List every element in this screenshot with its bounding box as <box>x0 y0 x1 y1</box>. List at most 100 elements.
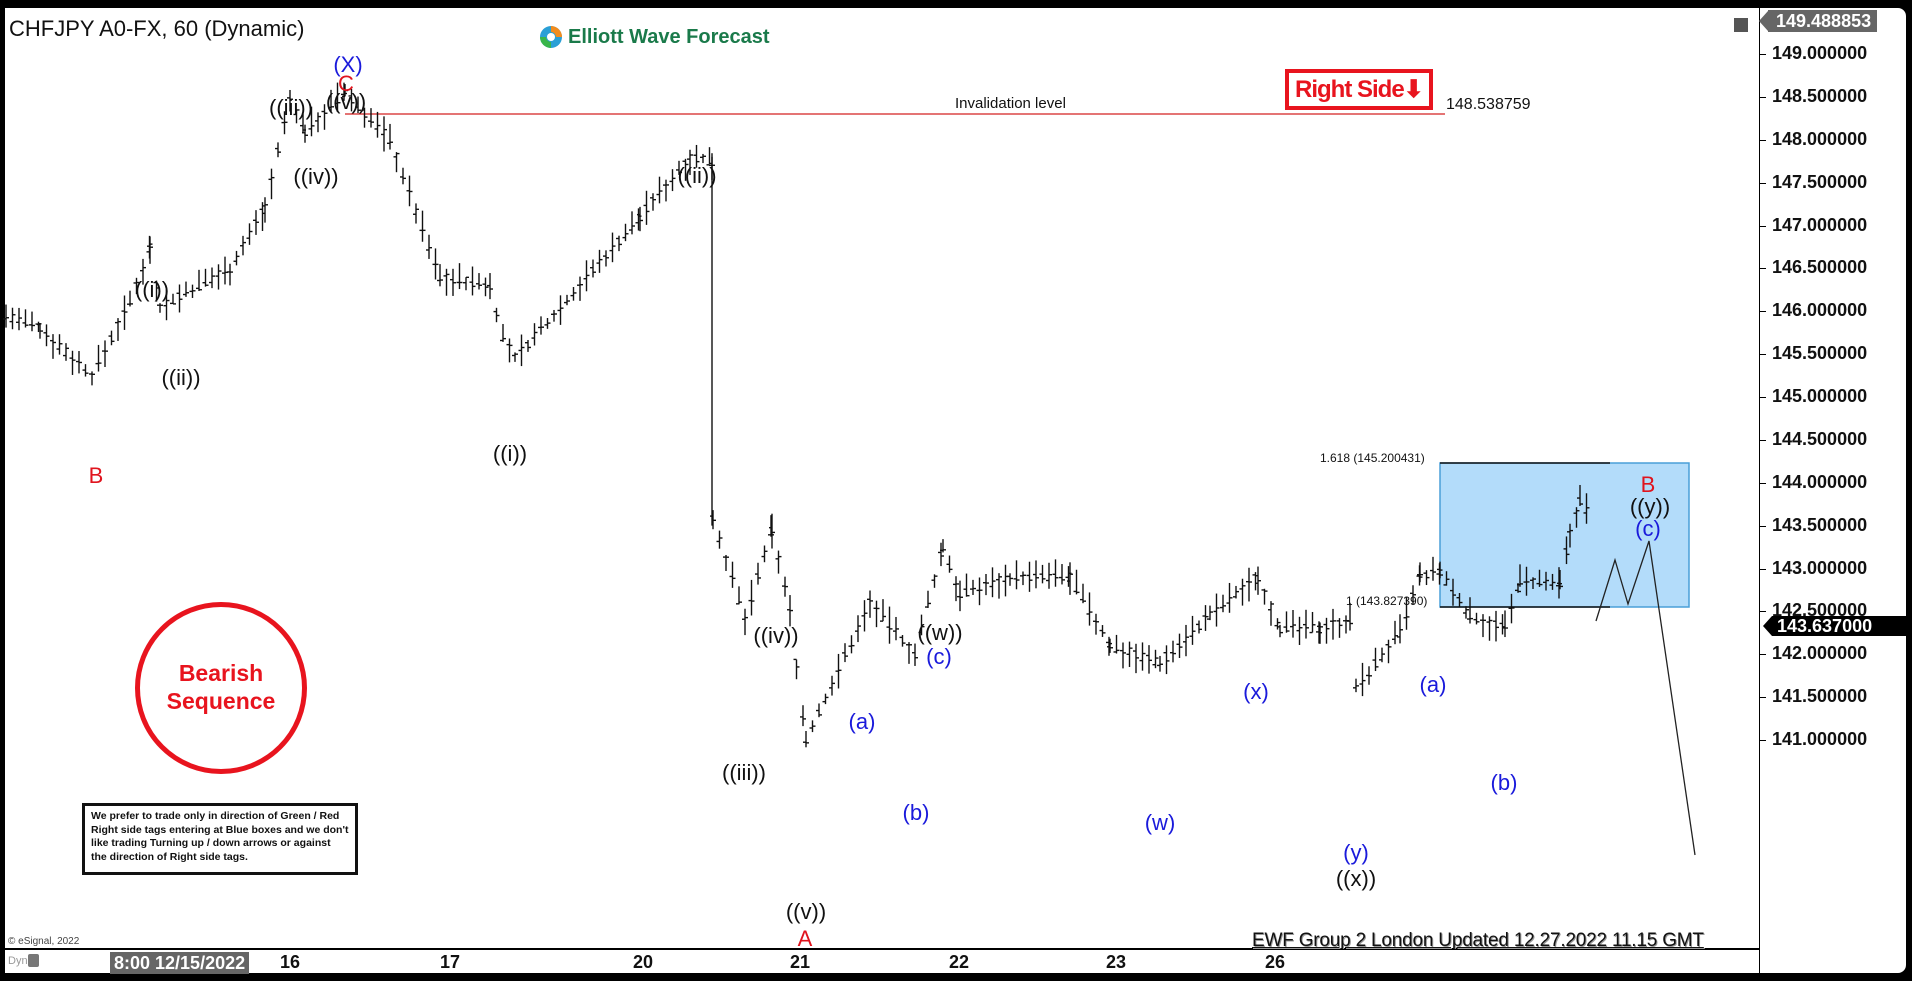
wave-label-B-left: B <box>88 463 104 488</box>
price-tick-mark <box>1760 354 1766 356</box>
price-tick-label: 146.000000 <box>1772 300 1868 321</box>
current-price-label: 143.637000 <box>1772 616 1906 636</box>
fib-1618-label: 1.618 (145.200431) <box>1320 451 1425 465</box>
price-tick-label: 147.500000 <box>1772 171 1868 192</box>
price-tick-mark <box>1760 139 1766 141</box>
wave-label-b: (b) <box>902 800 930 825</box>
time-label-21: 21 <box>789 952 811 972</box>
price-tick-label: 147.000000 <box>1772 214 1868 235</box>
restore-window-icon[interactable] <box>1734 18 1748 32</box>
right-side-tag: Right Side⬇ <box>1285 69 1433 110</box>
wave-label-iii-2: ((iii)) <box>722 760 766 785</box>
ewf-logo-icon <box>540 26 562 48</box>
price-tick-label: 141.000000 <box>1772 729 1868 749</box>
time-label-23: 23 <box>1105 952 1127 972</box>
wave-label-ii: ((ii)) <box>161 365 201 390</box>
wave-label-b-2: (b) <box>1490 770 1518 795</box>
time-start-label: 8:00 12/15/2022 <box>110 952 250 974</box>
wave-label-C: C <box>338 71 354 96</box>
price-tick-mark <box>1760 268 1766 270</box>
price-tick-mark <box>1760 439 1766 441</box>
wave-label-x-small: (x) <box>1243 679 1269 704</box>
down-arrow-icon: ⬇ <box>1403 76 1424 103</box>
wave-label-v: ((v)) <box>325 89 367 114</box>
wave-label-i: ((i)) <box>134 277 170 302</box>
time-label-17: 17 <box>439 952 461 972</box>
wave-label-c-2: (c) <box>1635 516 1661 541</box>
price-tick-label: 141.500000 <box>1772 686 1868 707</box>
time-label-26: 26 <box>1264 952 1286 972</box>
price-tick-label: 145.500000 <box>1772 343 1868 364</box>
price-tick-mark <box>1760 740 1766 741</box>
wave-label-w: ((w)) <box>917 620 963 645</box>
current-price-arrow <box>1763 616 1772 636</box>
price-tick-label: 148.000000 <box>1772 128 1868 149</box>
price-tick-label: 148.500000 <box>1772 85 1868 106</box>
brand-logo: Elliott Wave Forecast <box>538 24 770 50</box>
right-side-label: Right Side <box>1295 76 1405 103</box>
price-tick-label: 142.000000 <box>1772 643 1868 664</box>
bearish-line2: Sequence <box>166 688 276 714</box>
wave-label-a-2: (a) <box>1419 672 1447 697</box>
wave-label-iv-2: ((iv)) <box>753 623 799 648</box>
price-tick-mark <box>1760 697 1766 699</box>
price-tick-label: 144.000000 <box>1772 471 1868 492</box>
price-tick-mark <box>1760 611 1766 613</box>
wave-label-ii-2: ((ii)) <box>677 163 717 188</box>
blue-box <box>1439 462 1690 608</box>
price-tick-label: 144.500000 <box>1772 428 1868 449</box>
wave-label-X: (X) <box>333 52 363 77</box>
copyright: © eSignal, 2022 <box>8 936 80 947</box>
wave-label-B-right: B <box>1640 472 1656 497</box>
price-tick-label: 149.000000 <box>1772 43 1868 63</box>
price-tick-mark <box>1760 182 1766 184</box>
time-axis[interactable] <box>5 949 1759 973</box>
price-tick-label: 145.000000 <box>1772 386 1868 406</box>
price-tick-mark <box>1760 397 1766 398</box>
top-price-label: 149.488853 <box>1768 10 1878 32</box>
brand-name: Elliott Wave Forecast <box>568 25 770 48</box>
price-tick-mark <box>1760 311 1766 313</box>
wave-label-y-small: (y) <box>1343 840 1369 865</box>
wave-label-iii: ((iii)) <box>269 95 313 120</box>
projection-path <box>1595 540 1696 856</box>
price-tick-mark <box>1760 654 1766 656</box>
wave-label-iv: ((iv)) <box>293 164 339 189</box>
price-axis-line <box>1759 8 1760 948</box>
price-tick-label: 146.500000 <box>1772 257 1868 278</box>
invalidation-label: Invalidation level <box>955 95 1066 112</box>
lock-icon[interactable] <box>28 954 39 967</box>
chart-title: CHFJPY A0-FX, 60 (Dynamic) <box>9 16 305 41</box>
wave-label-x-double: ((x)) <box>1335 866 1377 891</box>
price-tick-label: 143.500000 <box>1772 514 1868 535</box>
price-tick-mark <box>1760 225 1766 227</box>
price-tick-mark <box>1760 525 1766 527</box>
trading-note: We prefer to trade only in direction of … <box>82 803 358 875</box>
wave-label-a: (a) <box>848 709 876 734</box>
wave-label-w-small: (w) <box>1144 810 1176 835</box>
dyn-label: Dyn <box>8 955 28 967</box>
bearish-sequence-badge: Bearish Sequence <box>135 602 307 774</box>
time-label-20: 20 <box>632 952 654 972</box>
invalidation-value: 148.538759 <box>1446 96 1531 113</box>
wave-label-A: A <box>797 926 813 951</box>
price-tick-mark <box>1760 482 1766 484</box>
price-tick-mark <box>1760 96 1766 98</box>
price-tick-label: 143.000000 <box>1772 557 1868 578</box>
fib-1-label: 1 (143.827390) <box>1346 594 1428 608</box>
bearish-line1: Bearish <box>178 660 264 687</box>
updated-stamp: EWF Group 2 London Updated 12.27.2022 11… <box>1252 930 1704 951</box>
time-label-16: 16 <box>279 952 301 972</box>
price-tick-label: 142.500000 <box>1772 600 1868 621</box>
price-axis[interactable] <box>1760 8 1906 973</box>
wave-label-y-double: ((y)) <box>1629 494 1671 519</box>
wave-label-i-2: ((i)) <box>492 441 528 466</box>
wave-label-c: (c) <box>926 644 952 669</box>
top-price-arrow <box>1759 11 1768 31</box>
wave-label-v-2: ((v)) <box>785 899 827 924</box>
time-label-22: 22 <box>948 952 970 972</box>
price-tick-mark <box>1760 54 1766 55</box>
price-tick-mark <box>1760 568 1766 570</box>
